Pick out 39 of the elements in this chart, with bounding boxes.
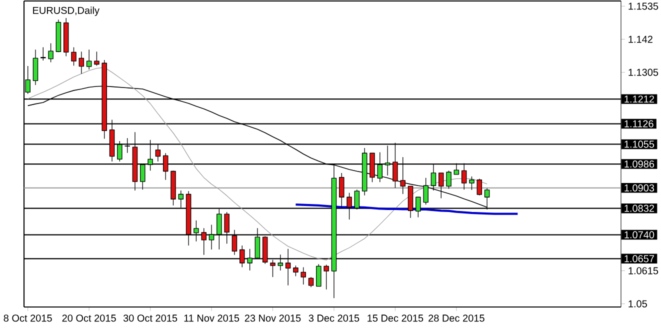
ref-line-label: 1.0832 (624, 204, 654, 212)
candlestick (78, 51, 84, 74)
candlestick (48, 42, 54, 63)
candlestick (293, 265, 298, 277)
y-tick-label: 1.1535 (628, 2, 658, 10)
ref-line-label: 1.1055 (624, 140, 654, 148)
candlestick (438, 172, 444, 199)
ref-line-label: 1.0903 (624, 184, 654, 192)
candlestick (32, 49, 38, 86)
y-tick-label: 1.0615 (628, 267, 658, 274)
ref-line-label: 1.0740 (624, 231, 654, 238)
candlestick (469, 176, 474, 190)
ref-line-label: 1.1212 (624, 96, 654, 103)
candlestick (324, 264, 329, 290)
ref-line-label: 1.0657 (624, 255, 654, 262)
y-tick-label: 1.05 (628, 300, 647, 308)
candlestick (71, 46, 76, 66)
x-tick-label: 23 Nov 2015 (244, 314, 301, 322)
candlestick (40, 46, 46, 61)
x-tick-label: 8 Oct 2015 (4, 314, 52, 322)
candlestick (300, 266, 306, 285)
candlestick (94, 51, 100, 66)
y-tick-label: 1.142 (628, 36, 652, 43)
x-tick-label: 11 Nov 2015 (184, 314, 240, 322)
x-tick-label: 30 Oct 2015 (123, 314, 178, 322)
y-tick-label: 1.1305 (628, 68, 658, 76)
x-tick-label: 3 Dec 2015 (308, 314, 360, 322)
x-tick-label: 28 Dec 2015 (428, 314, 484, 322)
ref-line-label: 1.0986 (624, 160, 654, 168)
ref-line-label: 1.1126 (624, 120, 654, 128)
candlestick (423, 178, 428, 205)
candlestick (316, 264, 322, 287)
candlestick (446, 170, 452, 190)
candlestick (476, 178, 482, 196)
candlestick (308, 276, 314, 288)
candlestick (86, 49, 92, 70)
x-tick-label: 20 Oct 2015 (62, 314, 116, 322)
text: EURUSD,Daily (33, 6, 100, 16)
x-tick-label: 15 Dec 2015 (368, 314, 424, 322)
